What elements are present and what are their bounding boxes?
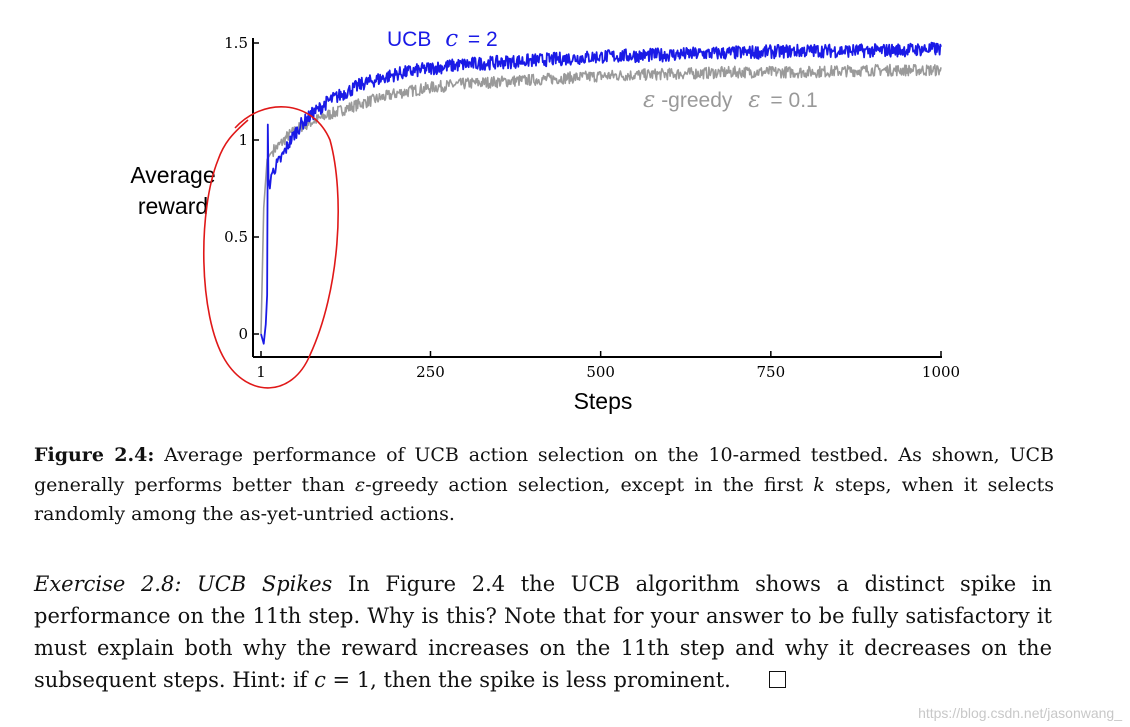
- caption-text-2: -greedy action selection, except in the …: [365, 473, 814, 496]
- egreedy-series-line: [260, 63, 942, 335]
- x-tick-label: 250: [416, 363, 445, 381]
- x-axis-label: Steps: [574, 388, 633, 414]
- ucb-series-label: UCB c = 2: [387, 26, 498, 52]
- red-annotation-circle: [202, 106, 339, 389]
- figure-label: Figure 2.4:: [34, 444, 155, 466]
- x-ticks: 1 250 500 750 1000: [256, 351, 960, 381]
- watermark: https://blog.csdn.net/jasonwang_: [918, 705, 1122, 721]
- y-tick-label: 1.5: [224, 34, 248, 52]
- x-tick-label: 1000: [922, 363, 960, 381]
- qed-box-icon: [768, 671, 786, 688]
- caption-k: k: [813, 473, 825, 496]
- y-tick-label: 0: [238, 325, 248, 343]
- chart: 1 250 500 750 1000 0 0.5 1 1.5 Average reward S…: [130, 26, 960, 414]
- x-tick-label: 750: [757, 363, 786, 381]
- caption-text-3: steps, when it selects randomly among th…: [34, 473, 1055, 526]
- y-tick-label: 1: [238, 131, 248, 149]
- ucb-series-line: [260, 41, 942, 345]
- exercise-c-var: c: [314, 668, 326, 692]
- figure-caption: Figure 2.4: Average performance of UCB a…: [34, 441, 1054, 530]
- series-group: [260, 41, 942, 345]
- egreedy-series-label: ε -greedy ε = 0.1: [643, 87, 818, 113]
- exercise-text: Exercise 2.8: UCB Spikes In Figure 2.4 t…: [34, 568, 1052, 696]
- x-tick-label: 500: [586, 363, 615, 381]
- exercise-text-1: In Figure 2.4 the UCB algorithm shows a …: [34, 572, 1052, 692]
- y-axis-label-line1: Average: [130, 162, 215, 188]
- y-ticks: 0 0.5 1 1.5: [224, 34, 259, 343]
- caption-epsilon: ε: [355, 473, 366, 496]
- x-tick-label: 1: [256, 363, 266, 381]
- y-tick-label: 0.5: [224, 228, 248, 246]
- exercise-text-2: = 1, then the spike is less prominent.: [325, 668, 731, 692]
- y-axis-label-line2: reward: [138, 193, 208, 219]
- caption-text-1: Average performance of UCB action select…: [34, 444, 1054, 496]
- exercise-title: Exercise 2.8: UCB Spikes: [34, 572, 333, 596]
